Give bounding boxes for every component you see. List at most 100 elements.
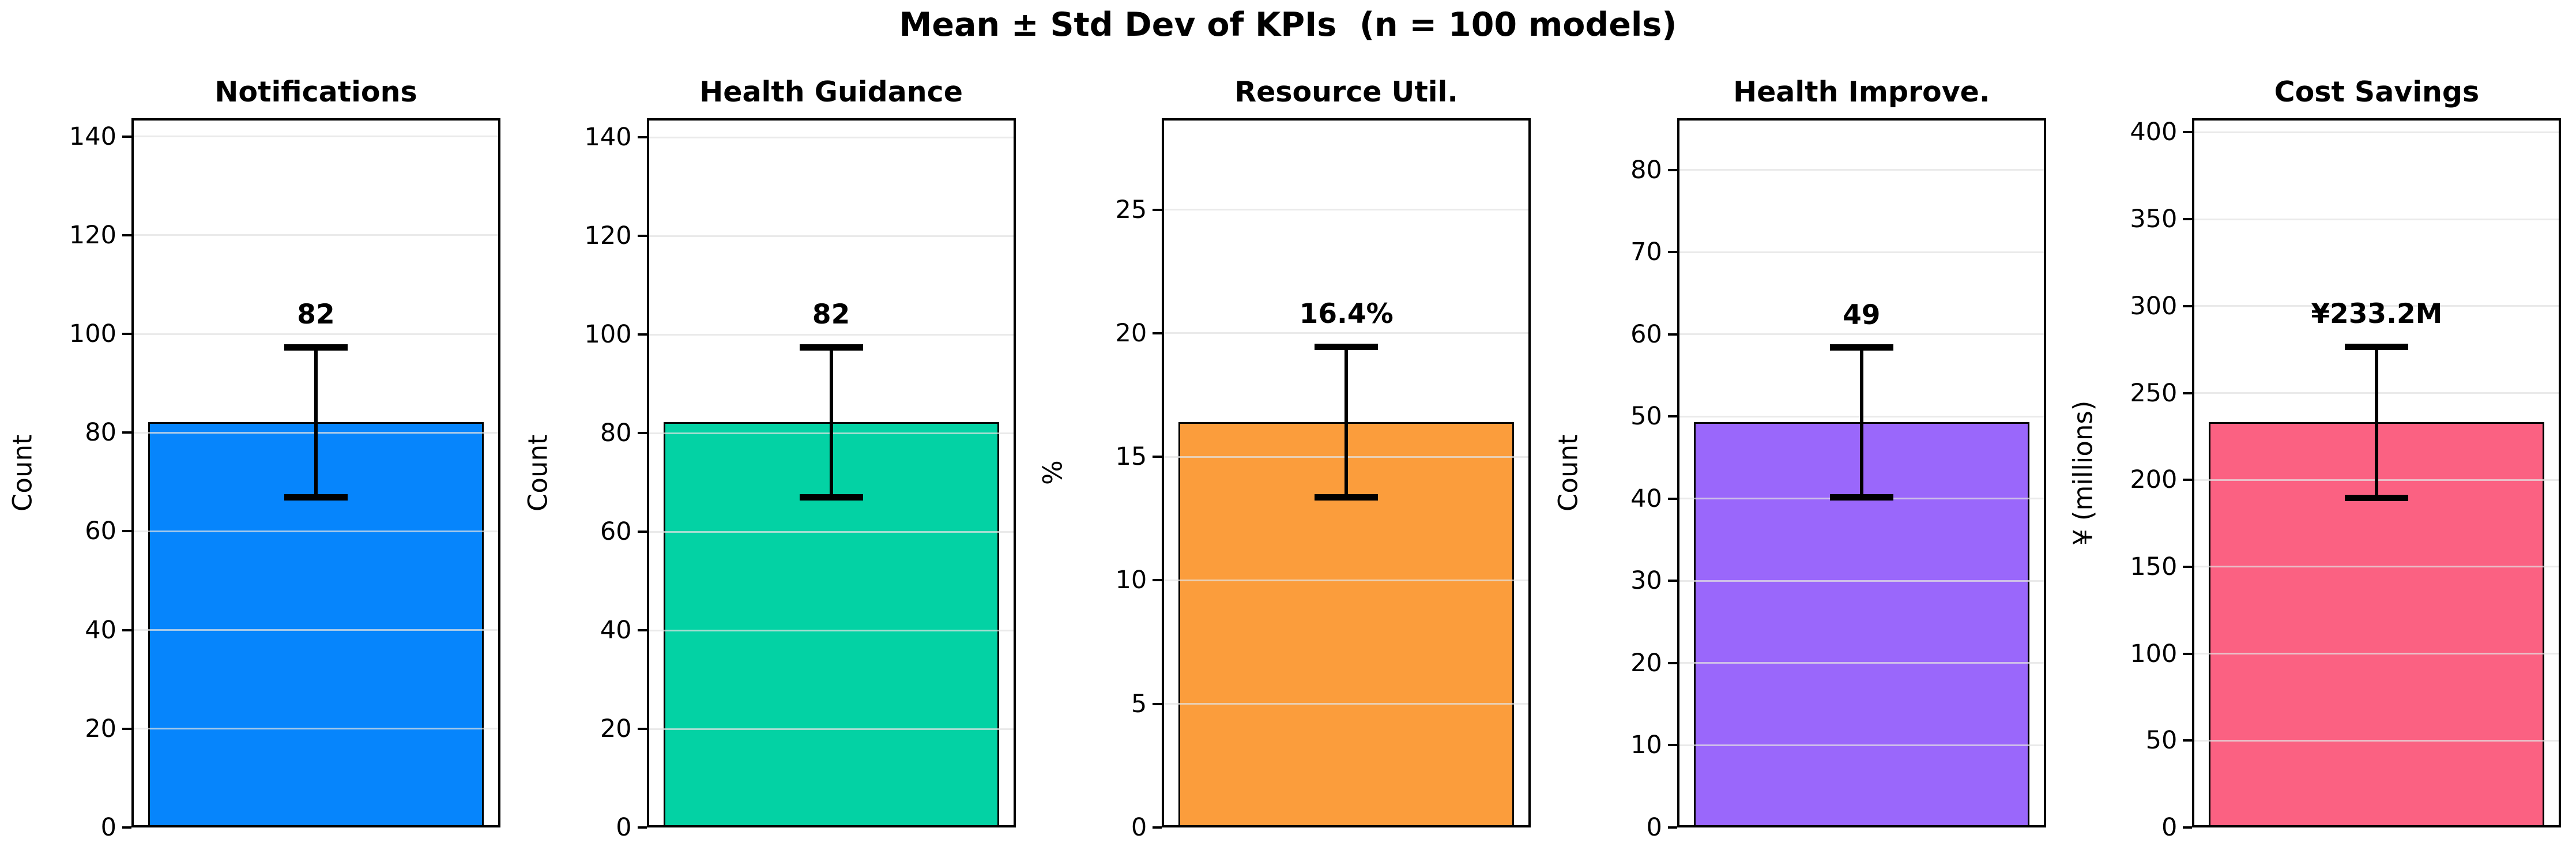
error-bar-cap-top bbox=[799, 344, 863, 351]
y-tick-label: 25 bbox=[1115, 195, 1147, 224]
error-bar-cap-top bbox=[1829, 344, 1893, 351]
y-tick-label: 140 bbox=[584, 123, 632, 152]
y-tick-mark bbox=[1667, 580, 1677, 582]
bar-value-label: 16.4% bbox=[1299, 298, 1394, 330]
y-tick-mark bbox=[2183, 392, 2193, 394]
gridline bbox=[1679, 662, 2044, 664]
gridline bbox=[2194, 739, 2559, 742]
y-tick-label: 400 bbox=[2130, 118, 2178, 147]
gridline bbox=[1679, 333, 2044, 336]
gridline bbox=[1164, 579, 1529, 581]
y-tick-label: 150 bbox=[2130, 552, 2178, 581]
error-bar-cap-bottom bbox=[1315, 494, 1379, 501]
y-tick-mark bbox=[637, 629, 647, 632]
y-tick-mark bbox=[122, 333, 131, 336]
y-tick-mark bbox=[637, 235, 647, 238]
y-tick-mark bbox=[1667, 333, 1677, 336]
y-tick-label: 20 bbox=[1630, 648, 1662, 678]
y-tick-label: 0 bbox=[1646, 813, 1662, 842]
gridline bbox=[134, 629, 498, 631]
y-tick-mark bbox=[1153, 208, 1162, 211]
y-tick-mark bbox=[637, 136, 647, 139]
y-tick-label: 5 bbox=[1131, 689, 1147, 718]
y-tick-label: 80 bbox=[1630, 155, 1662, 185]
error-bar-line bbox=[1859, 347, 1863, 498]
error-bar-cap-bottom bbox=[1829, 494, 1893, 501]
gridline bbox=[649, 136, 1014, 138]
gridline bbox=[2194, 218, 2559, 220]
y-axis-label: % bbox=[1037, 460, 1068, 486]
gridline bbox=[2194, 653, 2559, 655]
y-tick-label: 60 bbox=[85, 517, 116, 546]
bar-value-label: 82 bbox=[297, 299, 335, 331]
y-tick-label: 100 bbox=[69, 319, 116, 349]
error-bar-cap-bottom bbox=[2345, 494, 2409, 501]
y-tick-mark bbox=[2183, 826, 2193, 829]
y-tick-mark bbox=[1153, 332, 1162, 334]
gridline bbox=[649, 333, 1014, 336]
error-bar-line bbox=[829, 347, 833, 498]
gridline bbox=[134, 136, 498, 138]
gridline bbox=[2194, 305, 2559, 307]
axes-box bbox=[131, 118, 500, 827]
figure-title: Mean ± Std Dev of KPIs (n = 100 models) bbox=[899, 6, 1677, 44]
y-tick-mark bbox=[1667, 497, 1677, 500]
y-tick-mark bbox=[1667, 744, 1677, 747]
y-tick-mark bbox=[1667, 251, 1677, 254]
y-tick-label: 10 bbox=[1115, 566, 1147, 595]
y-tick-label: 300 bbox=[2130, 291, 2178, 321]
y-tick-label: 80 bbox=[600, 419, 632, 448]
gridline bbox=[2194, 131, 2559, 133]
gridline bbox=[1164, 332, 1529, 334]
y-tick-mark bbox=[2183, 565, 2193, 568]
y-tick-label: 100 bbox=[584, 320, 632, 349]
error-bar-cap-bottom bbox=[284, 494, 348, 501]
y-tick-label: 60 bbox=[600, 517, 632, 547]
y-tick-label: 140 bbox=[69, 122, 116, 151]
axes-box bbox=[2192, 118, 2562, 827]
error-bar-cap-bottom bbox=[799, 494, 863, 501]
y-tick-mark bbox=[1667, 661, 1677, 664]
bar-value-label: ¥233.2M bbox=[2311, 298, 2443, 330]
y-tick-mark bbox=[122, 431, 131, 434]
error-bar-cap-top bbox=[284, 344, 348, 351]
gridline bbox=[134, 728, 498, 730]
y-tick-label: 0 bbox=[100, 813, 116, 842]
y-tick-label: 40 bbox=[600, 616, 632, 645]
subplot-title: Notifications bbox=[214, 76, 417, 108]
y-tick-label: 250 bbox=[2130, 378, 2178, 408]
axes-box bbox=[1677, 118, 2046, 827]
y-tick-mark bbox=[1153, 826, 1162, 829]
y-tick-mark bbox=[122, 135, 131, 138]
y-tick-label: 200 bbox=[2130, 465, 2178, 495]
y-tick-mark bbox=[1667, 826, 1677, 829]
gridline bbox=[1679, 580, 2044, 582]
error-bar-cap-top bbox=[1315, 343, 1379, 350]
gridline bbox=[1679, 169, 2044, 171]
y-tick-mark bbox=[122, 234, 131, 236]
gridline bbox=[134, 234, 498, 236]
y-tick-mark bbox=[2183, 131, 2193, 134]
y-tick-mark bbox=[1153, 456, 1162, 458]
y-tick-label: 20 bbox=[1115, 318, 1147, 348]
y-tick-mark bbox=[122, 530, 131, 533]
y-tick-mark bbox=[2183, 218, 2193, 221]
y-tick-mark bbox=[122, 629, 131, 631]
y-tick-label: 50 bbox=[2145, 726, 2178, 755]
gridline bbox=[1164, 703, 1529, 705]
axes-box bbox=[1162, 118, 1531, 827]
gridline bbox=[2194, 566, 2559, 568]
gridline bbox=[649, 728, 1014, 730]
gridline bbox=[134, 333, 498, 335]
y-tick-mark bbox=[637, 531, 647, 533]
axes-box bbox=[646, 118, 1016, 827]
gridline bbox=[649, 235, 1014, 237]
y-tick-label: 0 bbox=[2161, 813, 2178, 842]
y-tick-label: 50 bbox=[1630, 402, 1662, 431]
bar-value-label: 82 bbox=[812, 299, 850, 331]
y-tick-mark bbox=[637, 432, 647, 435]
